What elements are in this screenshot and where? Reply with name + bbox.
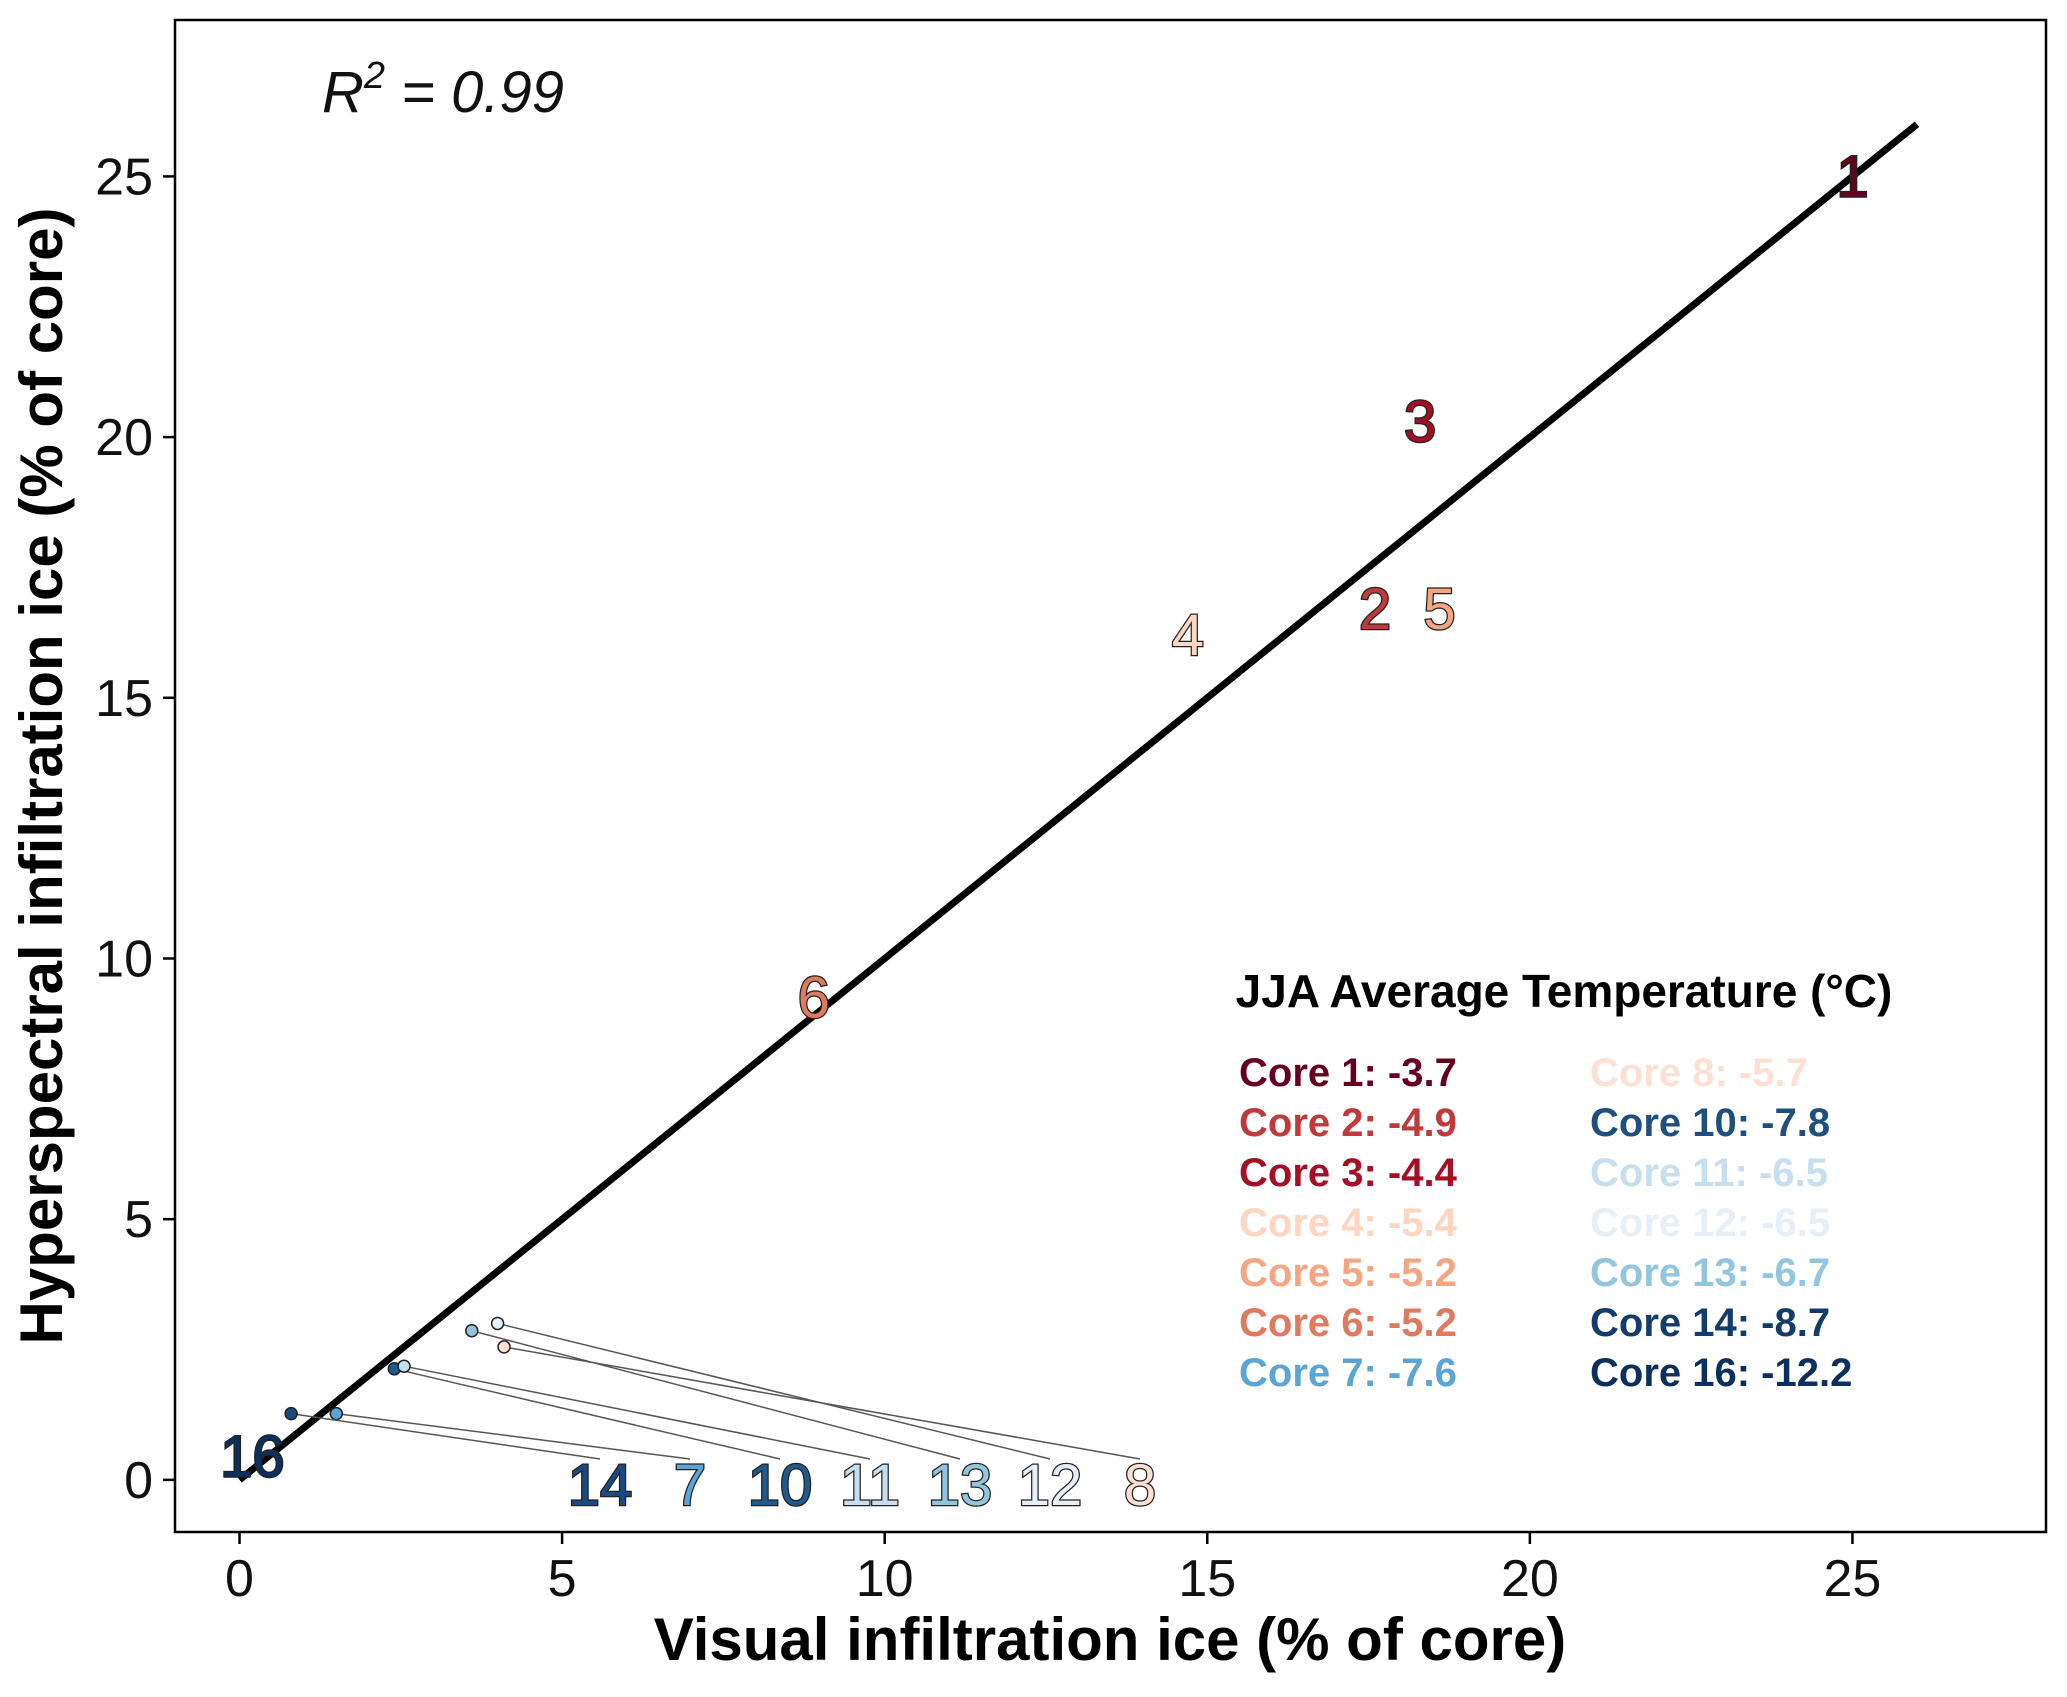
y-tick-label: 10 xyxy=(95,930,153,988)
leader-line xyxy=(403,1365,871,1460)
y-tick-label: 5 xyxy=(124,1191,153,1249)
point-core-16: 16 xyxy=(220,1424,285,1489)
point-core-4: 4 xyxy=(1172,603,1204,668)
legend-entry: Core 10: -7.8 xyxy=(1590,1101,1830,1145)
point-core-6: 6 xyxy=(798,966,830,1031)
point-marker xyxy=(397,1359,411,1373)
leader-line xyxy=(497,1322,1051,1460)
point-core-7: 7 xyxy=(674,1453,706,1518)
point-core-2: 2 xyxy=(1359,577,1391,642)
leader-line xyxy=(394,1368,781,1460)
point-marker xyxy=(490,1316,505,1331)
y-axis-label: Hyperspectral infiltration ice (% of cor… xyxy=(8,208,75,1345)
r-squared-annotation: R2 = 0.99 xyxy=(322,55,564,125)
y-tick-label: 20 xyxy=(95,409,153,467)
x-tick-label: 20 xyxy=(1501,1550,1559,1608)
point-core-10: 10 xyxy=(748,1453,813,1518)
legend-entry: Core 16: -12.2 xyxy=(1590,1351,1852,1395)
legend-entry: Core 1: -3.7 xyxy=(1239,1051,1457,1095)
legend-entry: Core 5: -5.2 xyxy=(1239,1251,1457,1295)
y-tick-label: 25 xyxy=(95,148,153,206)
leader-line xyxy=(471,1330,961,1460)
legend-entry: Core 2: -4.9 xyxy=(1239,1101,1457,1145)
point-core-8: 8 xyxy=(1124,1453,1156,1518)
legend-entry: Core 8: -5.7 xyxy=(1590,1051,1808,1095)
leader-line xyxy=(336,1412,691,1460)
y-tick-label: 15 xyxy=(95,670,153,728)
legend-entry: Core 6: -5.2 xyxy=(1239,1301,1457,1345)
point-core-3: 3 xyxy=(1404,389,1436,454)
x-tick-label: 15 xyxy=(1178,1550,1236,1608)
legend-entry: Core 14: -8.7 xyxy=(1590,1301,1830,1345)
point-core-13: 13 xyxy=(928,1453,993,1518)
x-tick-label: 0 xyxy=(225,1550,254,1608)
x-tick-label: 10 xyxy=(856,1550,914,1608)
leader-line xyxy=(291,1412,601,1460)
legend-entry: Core 13: -6.7 xyxy=(1590,1251,1830,1295)
point-core-5: 5 xyxy=(1423,577,1455,642)
point-marker xyxy=(497,1340,511,1354)
legend-entry: Core 12: -6.5 xyxy=(1590,1201,1830,1245)
legend-entry: Core 7: -7.6 xyxy=(1239,1351,1457,1395)
legend-entry: Core 3: -4.4 xyxy=(1239,1151,1458,1195)
point-core-12: 12 xyxy=(1018,1453,1083,1518)
fit-line xyxy=(237,121,1920,1483)
legend: JJA Average Temperature (°C) Core 1: -3.… xyxy=(1236,965,1893,1395)
point-marker xyxy=(329,1406,344,1421)
x-axis-label: Visual infiltration ice (% of core) xyxy=(654,1606,1566,1673)
point-marker xyxy=(284,1406,298,1421)
legend-title: JJA Average Temperature (°C) xyxy=(1236,965,1893,1017)
point-core-1: 1 xyxy=(1836,144,1868,209)
x-tick-label: 25 xyxy=(1824,1550,1882,1608)
y-tick-label: 0 xyxy=(124,1452,153,1510)
legend-entry: Core 4: -5.4 xyxy=(1239,1201,1458,1245)
x-tick-label: 5 xyxy=(548,1550,577,1608)
point-core-14: 14 xyxy=(568,1453,633,1518)
plot-frame xyxy=(173,18,2048,1534)
point-marker xyxy=(465,1323,479,1338)
point-core-11: 11 xyxy=(840,1453,900,1518)
legend-entry: Core 11: -6.5 xyxy=(1590,1151,1828,1195)
